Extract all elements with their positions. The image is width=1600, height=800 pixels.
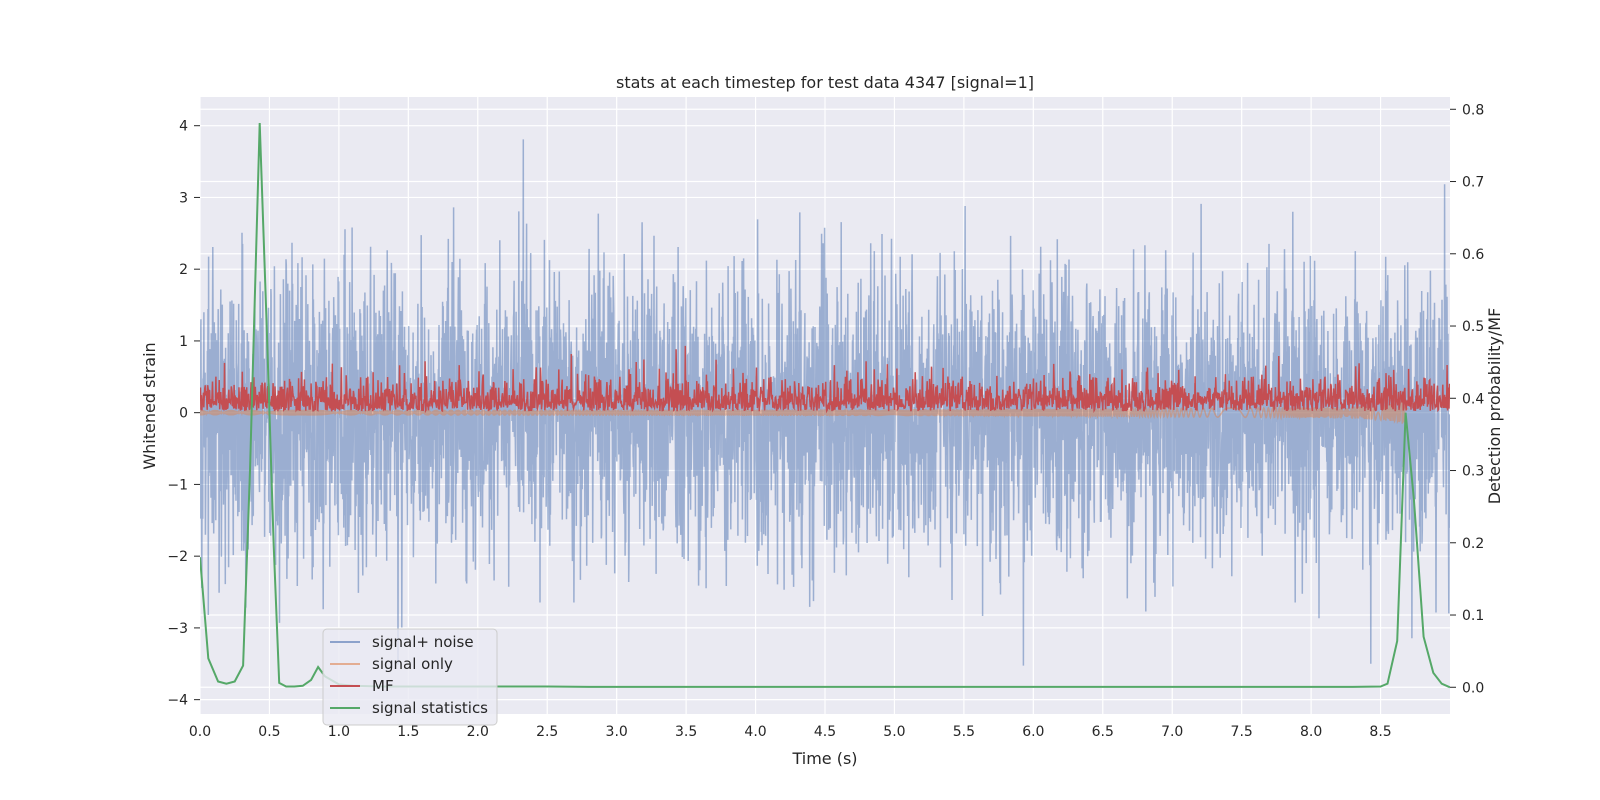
y2-tick-label: 0.5 [1462, 319, 1484, 335]
x-tick-label: 8.0 [1300, 724, 1322, 740]
y2-tick-label: 0.8 [1462, 102, 1484, 118]
y2-tick-label: 0.7 [1462, 175, 1484, 191]
y-tick-label: −4 [167, 693, 188, 709]
x-tick-label: 8.5 [1369, 724, 1391, 740]
x-tick-label: 2.5 [536, 724, 558, 740]
x-tick-label: 2.0 [467, 724, 489, 740]
y-tick-label: −3 [167, 621, 188, 637]
y2-tick-label: 0.6 [1462, 247, 1484, 263]
x-tick-label: 4.5 [814, 724, 836, 740]
y-tick-label: −2 [167, 549, 188, 565]
x-tick-label: 7.0 [1161, 724, 1183, 740]
y-tick-label: 3 [179, 190, 188, 206]
y2-axis-label: Detection probability/MF [1485, 308, 1504, 505]
series-signal-only [200, 399, 1409, 425]
x-tick-label: 1.5 [397, 724, 419, 740]
y-axis-label: Whitened strain [140, 342, 159, 469]
x-tick-label: 4.0 [744, 724, 766, 740]
chart-title: stats at each timestep for test data 434… [616, 73, 1034, 92]
x-tick-label: 7.5 [1231, 724, 1253, 740]
y-tick-label: −1 [167, 477, 188, 493]
y-tick-labels: 4 3 2 1 0 −1 −2 −3 −4 [167, 119, 200, 709]
y-tick-label: 4 [179, 119, 188, 135]
legend-label-signal-noise: signal+ noise [372, 633, 474, 651]
y2-tick-labels: 0.8 0.7 0.6 0.5 0.4 0.3 0.2 0.1 0.0 [1450, 102, 1484, 696]
legend: signal+ noise signal only MF signal stat… [322, 628, 498, 726]
legend-label-mf: MF [372, 677, 394, 695]
y2-tick-label: 0.1 [1462, 608, 1484, 624]
x-tick-label: 5.5 [953, 724, 975, 740]
x-tick-labels: 0.0 0.5 1.0 1.5 2.0 2.5 3.0 3.5 4.0 4.5 5.0 5.5 6.0 6… [189, 724, 1392, 740]
y2-tick-label: 0.0 [1462, 680, 1484, 696]
series-mf [200, 345, 1450, 414]
series-layer [200, 122, 1450, 689]
y2-tick-label: 0.2 [1462, 536, 1484, 552]
x-tick-label: 0.5 [258, 724, 280, 740]
x-axis-label: Time (s) [791, 749, 857, 768]
x-tick-label: 5.0 [883, 724, 905, 740]
x-tick-label: 6.0 [1022, 724, 1044, 740]
y-tick-label: 0 [179, 406, 188, 422]
legend-label-signal-statistics: signal statistics [372, 699, 488, 717]
y-tick-label: 1 [179, 334, 188, 350]
x-tick-label: 3.0 [606, 724, 628, 740]
x-tick-label: 1.0 [328, 724, 350, 740]
x-tick-label: 3.5 [675, 724, 697, 740]
x-tick-label: 6.5 [1092, 724, 1114, 740]
legend-box [322, 628, 498, 726]
y2-tick-label: 0.4 [1462, 391, 1484, 407]
series-signal-statistics [200, 122, 1450, 689]
legend-label-signal-only: signal only [372, 655, 453, 673]
series-signal-noise [200, 139, 1450, 666]
y-tick-label: 2 [179, 262, 188, 278]
y2-tick-label: 0.3 [1462, 464, 1484, 480]
x-tick-label: 0.0 [189, 724, 211, 740]
